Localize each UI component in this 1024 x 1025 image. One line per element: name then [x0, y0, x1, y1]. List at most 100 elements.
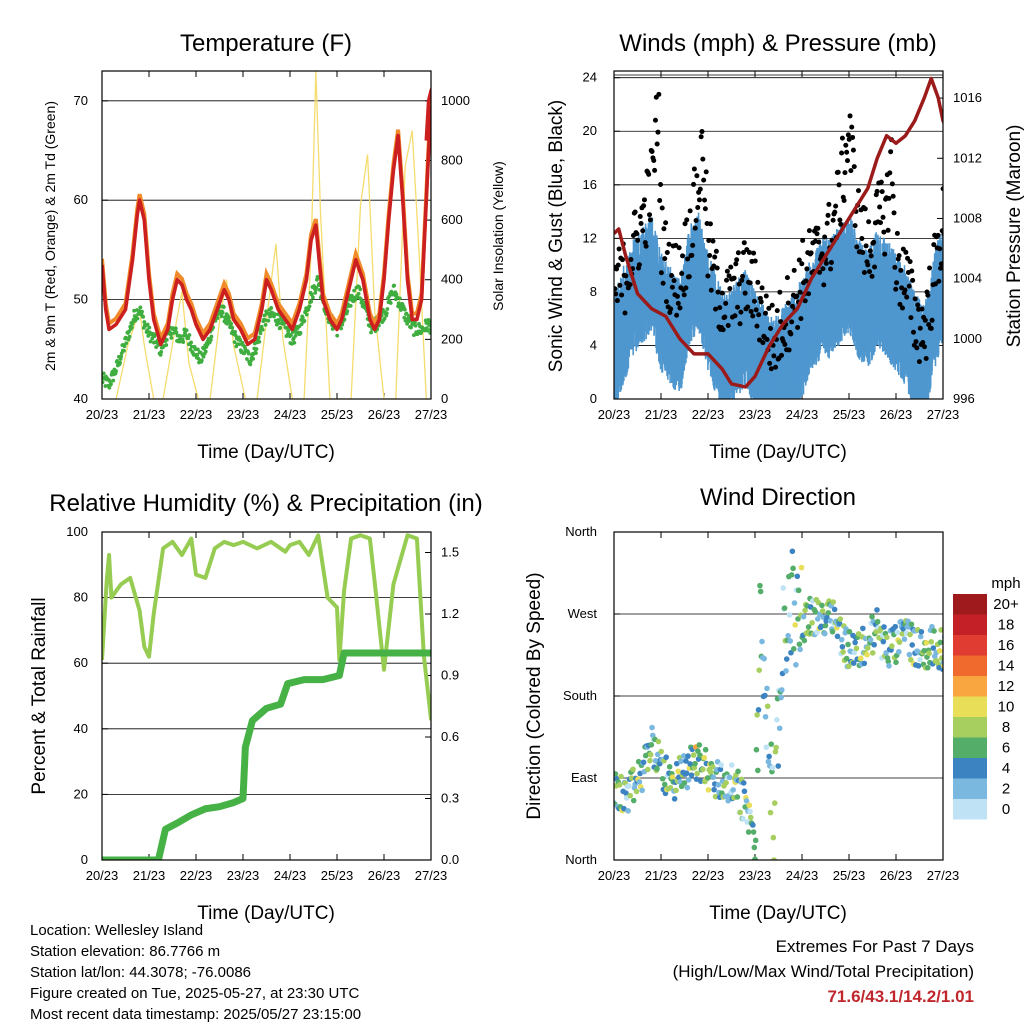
gust-point	[796, 257, 802, 263]
gust-point	[828, 266, 834, 272]
plot-frame	[613, 70, 944, 400]
legend-swatch	[953, 594, 987, 615]
gust-point	[751, 250, 757, 256]
gust-point	[882, 251, 888, 257]
gust-point	[634, 231, 640, 237]
gust-point	[680, 253, 686, 259]
x-tick-label: 20/23	[86, 868, 119, 883]
direction-point	[926, 650, 932, 657]
direction-point	[712, 793, 719, 800]
dewpoint-point	[119, 354, 124, 359]
dewpoint-point	[257, 339, 262, 344]
dewpoint-point	[419, 330, 424, 335]
dewpoint-point	[302, 318, 307, 323]
gust-point	[854, 244, 860, 250]
direction-ylabel: Direction (Colored By Speed)	[524, 572, 545, 819]
gust-point	[717, 305, 723, 311]
gust-point	[691, 181, 697, 187]
gust-point	[766, 305, 772, 311]
direction-point	[680, 753, 687, 759]
extremes-values: 71.6/43.1/14.2/1.01	[827, 987, 974, 1006]
y2-tick-label: 0.0	[441, 852, 459, 867]
dewpoint-point	[184, 328, 189, 333]
gust-point	[887, 170, 893, 176]
gust-point	[684, 217, 690, 223]
dewpoint-point	[266, 318, 271, 323]
x-tick-label: 24/23	[786, 868, 819, 883]
gust-point	[777, 289, 783, 295]
dewpoint-point	[409, 325, 413, 330]
direction-point	[931, 628, 937, 634]
dewpoint-point	[159, 349, 164, 354]
dewpoint-point	[233, 329, 238, 334]
temperature-plot: 40 50 60 70 0 200 400 600 800 1000 20/23 21/23 22/23…	[74, 70, 470, 422]
direction-title: Wind Direction	[700, 484, 856, 511]
gust-point	[662, 256, 668, 262]
direction-point	[881, 624, 887, 630]
gust-point	[944, 272, 949, 277]
gust-point	[703, 169, 709, 175]
gust-point	[737, 321, 743, 327]
gust-point	[768, 366, 774, 372]
dewpoint-point	[384, 311, 389, 316]
gust-point	[735, 304, 741, 310]
gust-point	[947, 281, 952, 286]
direction-panel: Wind Direction Time (Day/UTC) Direction …	[524, 484, 1021, 924]
direction-point	[769, 764, 776, 771]
direction-point	[945, 647, 951, 653]
gust-point	[946, 269, 951, 274]
direction-point	[759, 638, 765, 645]
x-tick-label: 21/23	[133, 868, 166, 883]
y-tick-label: 40	[74, 721, 88, 736]
gust-point	[679, 270, 685, 276]
direction-point	[623, 790, 629, 796]
y-tick-label: 16	[583, 177, 597, 192]
gust-point	[842, 170, 848, 176]
direction-point	[628, 775, 635, 781]
direction-point	[621, 805, 627, 812]
direction-point	[697, 752, 703, 759]
gust-point	[839, 150, 845, 156]
gust-point	[627, 282, 633, 288]
gust-point	[763, 293, 769, 299]
y-tick-label: South	[563, 688, 597, 703]
gust-point	[710, 238, 716, 244]
direction-point	[829, 628, 836, 635]
dewpoint-point	[352, 288, 357, 293]
gust-point	[724, 268, 730, 274]
y-tick-label: North	[565, 852, 597, 867]
y2-tick-label: 0.3	[441, 791, 459, 806]
gust-point	[649, 148, 655, 154]
dewpoint-point	[118, 360, 122, 365]
gust-point	[773, 364, 779, 370]
dewpoint-point	[164, 343, 169, 347]
dewpoint-point	[307, 304, 312, 309]
x-tick-label: 27/23	[927, 868, 960, 883]
gust-point	[651, 158, 657, 164]
gust-point	[836, 182, 842, 188]
dewpoint-point	[311, 295, 315, 300]
x-tick-label: 24/23	[274, 407, 307, 422]
direction-point	[831, 606, 838, 613]
gust-point	[795, 324, 801, 330]
temperature-panel: Temperature (F) Time (Day/UTC) 2m & 9m T…	[42, 30, 506, 463]
temperature-y2label: Solar Insolation (Yellow)	[490, 161, 506, 311]
gust-point	[838, 221, 844, 227]
gust-point	[894, 280, 900, 286]
gust-point	[713, 248, 719, 254]
direction-point	[809, 620, 815, 626]
legend-swatch	[953, 717, 987, 738]
direction-point	[627, 792, 634, 799]
humidity-ylabel: Percent & Total Rainfall	[29, 597, 50, 794]
dewpoint-point	[148, 339, 153, 344]
y2-tick-label: 1008	[953, 210, 982, 225]
gust-point	[724, 277, 730, 283]
direction-point	[917, 656, 923, 663]
dewpoint-point	[356, 291, 361, 296]
gust-point	[791, 267, 797, 273]
gust-point	[740, 250, 746, 256]
gust-point	[623, 273, 629, 279]
dewpoint-point	[187, 333, 192, 337]
direction-point	[711, 786, 717, 793]
